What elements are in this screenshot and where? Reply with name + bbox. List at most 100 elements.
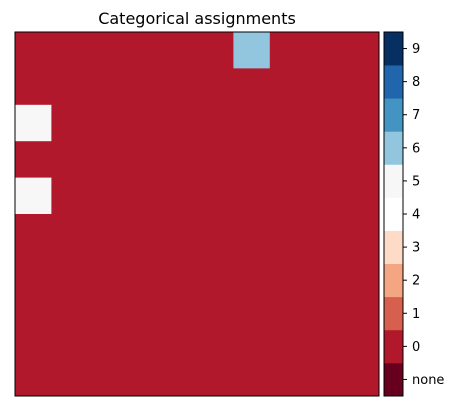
colorbar: none 0 1 2 3 4 5 6 7 8 9 <box>383 31 444 397</box>
heatmap-cell-r4-c8 <box>306 177 343 215</box>
heatmap-cell-r0-c5 <box>197 32 234 69</box>
heatmap-cell-r1-c0 <box>15 68 52 106</box>
colorbar-tick-label: 1 <box>412 307 420 322</box>
heatmap-cell-r3-c8 <box>306 141 343 178</box>
heatmap-cell-r1-c2 <box>87 68 125 106</box>
heatmap-cell-r5-c0 <box>15 214 52 251</box>
heatmap-cell-r7-c0 <box>15 286 52 324</box>
heatmap-cell-r9-c3 <box>124 359 161 397</box>
colorbar-tick-label: 5 <box>412 174 420 189</box>
heatmap-cell-r8-c9 <box>342 323 380 360</box>
heatmap-cell-r2-c4 <box>160 104 198 142</box>
heatmap-cell-r2-c5 <box>197 104 234 142</box>
heatmap-cell-r9-c0 <box>15 359 52 397</box>
heatmap-cell-r0-c1 <box>51 32 89 69</box>
heatmap-cell-r4-c3 <box>124 177 161 215</box>
heatmap-cell-r3-c0 <box>15 141 52 178</box>
heatmap-cell-r3-c7 <box>269 141 307 178</box>
heatmap-cell-r9-c1 <box>51 359 89 397</box>
heatmap-cell-r8-c4 <box>160 323 198 360</box>
heatmap-cell-r7-c1 <box>51 286 89 324</box>
heatmap-cell-r0-c4 <box>160 32 198 69</box>
heatmap-cell-r4-c1 <box>51 177 89 215</box>
colorbar-tick-label: 6 <box>412 141 420 156</box>
heatmap-cell-r7-c9 <box>342 286 380 324</box>
heatmap-cell-r5-c4 <box>160 214 198 251</box>
heatmap-cell-r6-c4 <box>160 250 198 288</box>
colorbar-segment-0 <box>384 329 403 364</box>
heatmap-cell-r4-c7 <box>269 177 307 215</box>
heatmap-cell-r8-c5 <box>197 323 234 360</box>
colorbar-segment-9 <box>384 32 403 66</box>
heatmap-grid <box>15 32 380 397</box>
colorbar-tick-label: 9 <box>412 42 420 57</box>
heatmap-cell-r5-c6 <box>233 214 271 251</box>
heatmap-cell-r1-c5 <box>197 68 234 106</box>
plot-frame <box>14 31 380 397</box>
colorbar-segment-7 <box>384 98 403 132</box>
heatmap-cell-r6-c0 <box>15 250 52 288</box>
heatmap-cell-r4-c2 <box>87 177 125 215</box>
heatmap-cell-r5-c3 <box>124 214 161 251</box>
heatmap-cell-r5-c9 <box>342 214 380 251</box>
heatmap-cell-r5-c2 <box>87 214 125 251</box>
heatmap-cell-r4-c9 <box>342 177 380 215</box>
heatmap-cell-r5-c1 <box>51 214 89 251</box>
colorbar-segment-8 <box>384 65 403 99</box>
colorbar-tick-label: none <box>412 373 444 388</box>
heatmap-cell-r6-c1 <box>51 250 89 288</box>
heatmap-cell-r3-c3 <box>124 141 161 178</box>
colorbar-tick-label: 7 <box>412 108 420 123</box>
colorbar-segment-2 <box>384 263 403 298</box>
colorbar-tick-label: 2 <box>412 274 420 289</box>
heatmap-cell-r0-c9 <box>342 32 380 69</box>
heatmap-cell-r6-c8 <box>306 250 343 288</box>
heatmap-cell-r7-c7 <box>269 286 307 324</box>
heatmap-cell-r6-c3 <box>124 250 161 288</box>
heatmap-cell-r6-c9 <box>342 250 380 288</box>
heatmap-cell-r9-c5 <box>197 359 234 397</box>
colorbar-segment-3 <box>384 230 403 265</box>
heatmap-cell-r7-c5 <box>197 286 234 324</box>
heatmap-cell-r7-c6 <box>233 286 271 324</box>
heatmap-cell-r8-c7 <box>269 323 307 360</box>
heatmap-cell-r9-c2 <box>87 359 125 397</box>
heatmap-cell-r8-c8 <box>306 323 343 360</box>
heatmap-cell-r2-c6 <box>233 104 271 142</box>
heatmap-cell-r3-c1 <box>51 141 89 178</box>
heatmap-cell-r3-c4 <box>160 141 198 178</box>
heatmap-cell-r7-c3 <box>124 286 161 324</box>
heatmap-cell-r9-c8 <box>306 359 343 397</box>
heatmap-cell-r9-c7 <box>269 359 307 397</box>
heatmap-cell-r7-c4 <box>160 286 198 324</box>
heatmap-cell-r8-c2 <box>87 323 125 360</box>
heatmap-cell-r2-c2 <box>87 104 125 142</box>
chart-title: Categorical assignments <box>98 9 296 28</box>
heatmap-cell-r8-c0 <box>15 323 52 360</box>
heatmap-cell-r8-c6 <box>233 323 271 360</box>
heatmap-cell-r3-c2 <box>87 141 125 178</box>
heatmap-cell-r1-c7 <box>269 68 307 106</box>
heatmap-cell-r5-c5 <box>197 214 234 251</box>
heatmap-cell-r1-c1 <box>51 68 89 106</box>
colorbar-tick-label: 0 <box>412 340 420 355</box>
heatmap-cell-r3-c9 <box>342 141 380 178</box>
heatmap-cell-r6-c5 <box>197 250 234 288</box>
colorbar-segment-5 <box>384 164 403 198</box>
heatmap-cell-r5-c8 <box>306 214 343 251</box>
heatmap-cell-r9-c9 <box>342 359 380 397</box>
heatmap-cell-r2-c9 <box>342 104 380 142</box>
colorbar-segment-none <box>384 362 403 397</box>
heatmap-cell-r6-c2 <box>87 250 125 288</box>
heatmap-cell-r2-c1 <box>51 104 89 142</box>
colorbar-segment-4 <box>384 197 403 231</box>
heatmap-cell-r9-c4 <box>160 359 198 397</box>
colorbar-segment-1 <box>384 296 403 331</box>
heatmap-cell-r1-c6 <box>233 68 271 106</box>
heatmap-cell-r7-c2 <box>87 286 125 324</box>
heatmap-cell-r4-c6 <box>233 177 271 215</box>
heatmap-cell-r6-c6 <box>233 250 271 288</box>
heatmap-cell-r3-c5 <box>197 141 234 178</box>
colorbar-tick-label: 3 <box>412 241 420 256</box>
